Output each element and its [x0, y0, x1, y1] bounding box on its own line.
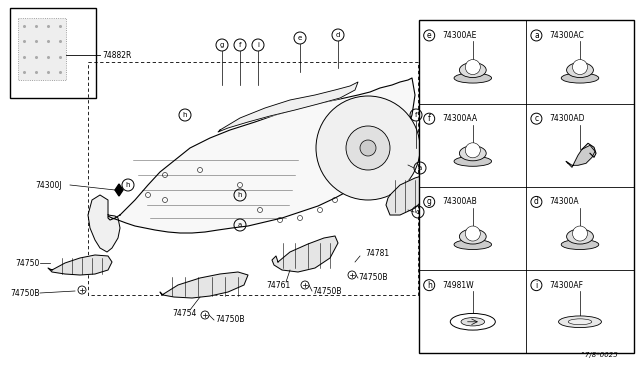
Text: 74781: 74781	[365, 248, 389, 257]
Ellipse shape	[566, 62, 593, 77]
Text: h: h	[237, 192, 243, 198]
Text: 74300AB: 74300AB	[442, 198, 477, 206]
Ellipse shape	[561, 73, 599, 83]
Circle shape	[346, 126, 390, 170]
Text: i: i	[535, 280, 538, 290]
Text: 74750B: 74750B	[215, 315, 244, 324]
Text: 74750B: 74750B	[312, 286, 342, 295]
Ellipse shape	[451, 314, 495, 330]
Polygon shape	[115, 184, 123, 196]
Text: e: e	[427, 31, 431, 40]
Circle shape	[201, 311, 209, 319]
Circle shape	[465, 60, 480, 74]
Bar	[10, 8, 96, 98]
Text: 74300AE: 74300AE	[442, 31, 477, 40]
Ellipse shape	[454, 73, 492, 83]
Ellipse shape	[454, 240, 492, 250]
Circle shape	[78, 286, 86, 294]
Text: 74300A: 74300A	[549, 198, 579, 206]
Polygon shape	[566, 145, 595, 167]
Polygon shape	[386, 175, 428, 215]
Circle shape	[465, 226, 480, 241]
Text: 74300AC: 74300AC	[549, 31, 584, 40]
Text: g: g	[220, 42, 224, 48]
Text: c: c	[416, 209, 420, 215]
Text: 74300AF: 74300AF	[549, 280, 584, 290]
Ellipse shape	[566, 229, 593, 244]
Text: 74981W: 74981W	[442, 280, 474, 290]
Bar	[18, 18, 66, 80]
Polygon shape	[108, 78, 415, 233]
Ellipse shape	[568, 319, 592, 325]
Text: 74750: 74750	[15, 259, 40, 267]
Text: 74750B: 74750B	[358, 273, 387, 282]
Text: c: c	[534, 114, 538, 123]
Text: a: a	[238, 222, 242, 228]
Ellipse shape	[561, 240, 599, 250]
Circle shape	[573, 60, 588, 74]
Text: g: g	[427, 198, 431, 206]
Circle shape	[348, 271, 356, 279]
Text: 74300J: 74300J	[35, 180, 62, 189]
Text: a: a	[418, 165, 422, 171]
Ellipse shape	[460, 229, 486, 244]
Text: f: f	[415, 112, 417, 118]
Text: e: e	[298, 35, 302, 41]
Text: 74750B: 74750B	[10, 289, 40, 298]
Text: d: d	[336, 32, 340, 38]
Polygon shape	[88, 195, 120, 252]
Circle shape	[316, 96, 420, 200]
Text: 74300AA: 74300AA	[442, 114, 477, 123]
Text: 74754: 74754	[173, 308, 197, 317]
Text: 74882R: 74882R	[102, 51, 131, 60]
Polygon shape	[160, 272, 248, 298]
Text: f: f	[428, 114, 431, 123]
Circle shape	[301, 281, 309, 289]
Text: 74761: 74761	[266, 280, 290, 289]
Ellipse shape	[460, 62, 486, 77]
Text: d: d	[534, 198, 539, 206]
Ellipse shape	[460, 146, 486, 161]
Circle shape	[360, 140, 376, 156]
Polygon shape	[218, 82, 358, 132]
Bar	[419, 20, 634, 353]
Ellipse shape	[454, 156, 492, 166]
Text: h: h	[125, 182, 131, 188]
Text: h: h	[427, 280, 431, 290]
Polygon shape	[272, 236, 338, 272]
Circle shape	[465, 143, 480, 158]
Text: i: i	[257, 42, 259, 48]
Text: a: a	[534, 31, 539, 40]
Text: ^7/8*0025: ^7/8*0025	[579, 352, 618, 358]
Ellipse shape	[559, 316, 602, 328]
Text: 74300AD: 74300AD	[549, 114, 585, 123]
Text: h: h	[183, 112, 188, 118]
Circle shape	[573, 226, 588, 241]
Text: f: f	[239, 42, 241, 48]
Polygon shape	[48, 255, 112, 275]
Ellipse shape	[461, 318, 484, 326]
